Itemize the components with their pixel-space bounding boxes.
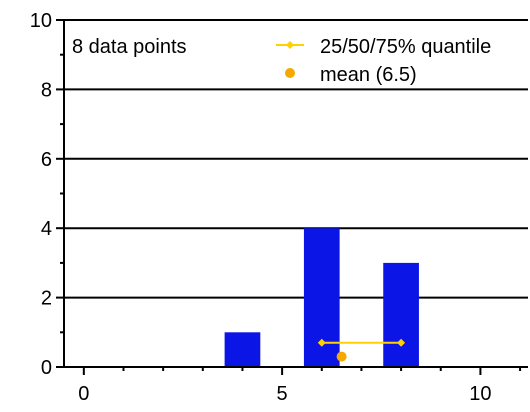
quantile-point <box>317 338 326 347</box>
ticks: 0 2 4 6 8 10 0 5 10 <box>30 10 522 405</box>
y-tick-label: 10 <box>30 10 52 32</box>
x-tick-label: 0 <box>78 383 89 405</box>
legend-mean-dot <box>285 68 295 78</box>
grid-lines <box>64 19 528 299</box>
y-tick-label: 2 <box>41 288 52 310</box>
mean-series <box>336 351 347 362</box>
bar <box>224 332 261 367</box>
quantile-series <box>317 338 406 347</box>
x-tick-label: 5 <box>277 383 288 405</box>
legend-quantile-label: 25/50/75% quantile <box>320 36 491 58</box>
legend-mean-label: mean (6.5) <box>320 64 417 86</box>
bar <box>383 262 419 367</box>
legend-quantile-diamond <box>286 41 294 49</box>
mean-point <box>336 351 347 362</box>
legend: 25/50/75% quantile mean (6.5) <box>276 36 491 86</box>
data-points-annotation: 8 data points <box>72 36 187 58</box>
quantile-point <box>397 338 406 347</box>
x-tick-label: 10 <box>469 383 491 405</box>
axes <box>63 20 528 368</box>
y-tick-label: 8 <box>41 79 52 101</box>
y-tick-label: 4 <box>41 218 52 240</box>
y-tick-label: 0 <box>41 357 52 379</box>
y-tick-label: 6 <box>41 149 52 171</box>
